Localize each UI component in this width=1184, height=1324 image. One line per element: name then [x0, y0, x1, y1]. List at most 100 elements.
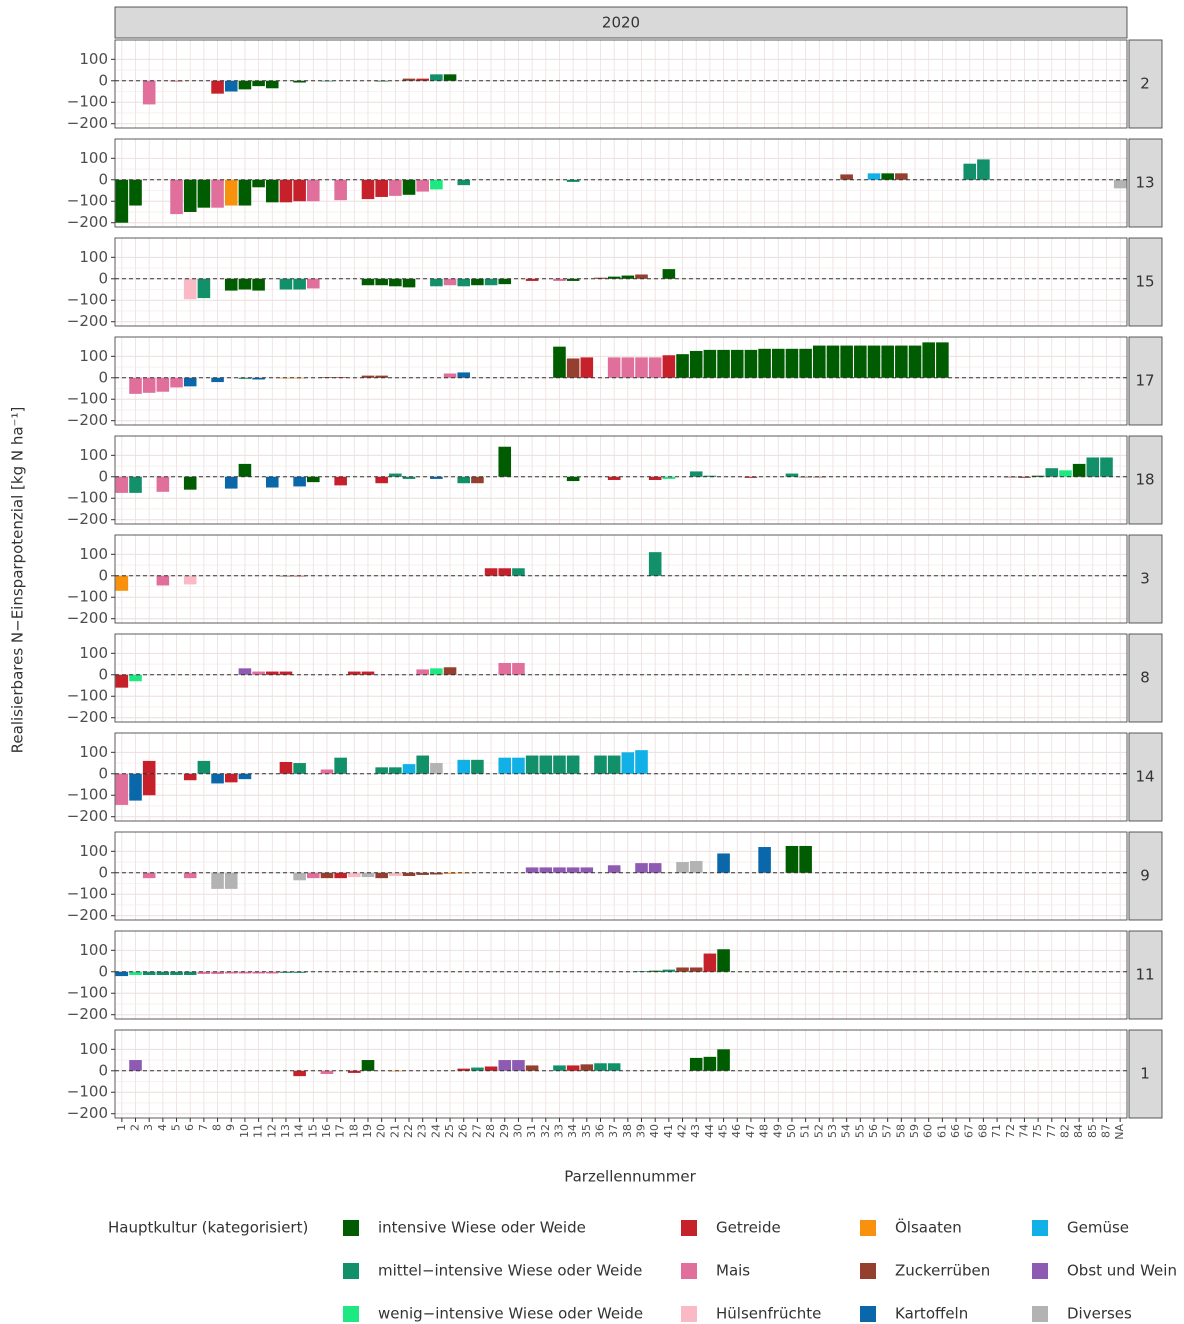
bar [389, 179, 402, 196]
bar [744, 349, 758, 378]
bar [703, 1056, 717, 1071]
bar [498, 446, 512, 477]
x-tick-label: 55 [853, 1124, 866, 1138]
panel-background [115, 40, 1127, 128]
y-tick-label: 100 [79, 941, 108, 959]
bar [279, 278, 293, 290]
facet-strip [1128, 930, 1163, 1020]
bar [279, 671, 293, 675]
bar [553, 755, 566, 774]
y-tick-label: −200 [67, 213, 108, 231]
bar [607, 865, 621, 873]
bar [867, 173, 881, 180]
legend-label: Zuckerrüben [895, 1262, 990, 1280]
bar [867, 345, 881, 378]
bar [293, 1070, 306, 1077]
bar [635, 750, 648, 774]
y-tick-label: 0 [98, 665, 108, 683]
bar [539, 755, 553, 774]
bar [498, 568, 512, 576]
bar [457, 179, 471, 186]
bar [580, 1064, 594, 1071]
x-tick-label: 84 [1072, 1124, 1085, 1138]
bar [402, 78, 416, 81]
x-tick-label: 10 [238, 1124, 251, 1138]
bar [375, 476, 388, 484]
bar [197, 760, 211, 774]
bar [170, 179, 183, 215]
y-tick-label: −100 [67, 489, 108, 507]
bar [183, 773, 197, 781]
bar [689, 860, 703, 873]
y-tick-label: −100 [67, 786, 108, 804]
bar [129, 1060, 142, 1071]
x-tick-label: 21 [388, 1124, 401, 1138]
x-tick-label: 47 [744, 1124, 757, 1138]
bar [375, 278, 388, 286]
bar [320, 769, 334, 774]
bar [922, 342, 935, 378]
bar [936, 342, 949, 378]
bar [320, 1070, 334, 1074]
x-tick-label: 13 [279, 1124, 292, 1138]
x-tick-label: 85 [1086, 1124, 1099, 1138]
y-tick-label: −200 [67, 312, 108, 330]
bar [238, 278, 252, 290]
x-tick-label: 15 [306, 1124, 319, 1138]
panel-background [115, 634, 1127, 722]
x-tick-label: 49 [771, 1124, 784, 1138]
x-tick-label: 14 [293, 1124, 306, 1138]
bar [183, 575, 197, 585]
y-tick-label: 100 [79, 248, 108, 266]
facet-label: 9 [1140, 867, 1150, 885]
facet-title: 2020 [602, 14, 640, 32]
x-tick-label: 46 [730, 1124, 743, 1138]
bar [662, 969, 676, 972]
bar [293, 80, 306, 83]
bar [156, 575, 170, 586]
bar [224, 476, 238, 489]
bar [211, 179, 224, 208]
bar [648, 970, 662, 972]
facet-strip [1128, 336, 1163, 426]
bar [279, 971, 293, 973]
bar [607, 476, 621, 480]
bar [129, 476, 142, 493]
y-tick-label: −100 [67, 291, 108, 309]
bar [813, 345, 826, 378]
x-axis-title: Parzellennummer [564, 1168, 696, 1186]
x-tick-label: 82 [1058, 1124, 1071, 1138]
facet-strip [114, 6, 1128, 39]
bar [785, 845, 799, 873]
bar [211, 971, 224, 974]
bar [183, 278, 197, 300]
x-tick-label: 77 [1045, 1124, 1058, 1138]
bar [977, 159, 990, 180]
bar [1086, 457, 1100, 477]
y-tick-label: 0 [98, 1061, 108, 1079]
bar [539, 867, 553, 873]
bar [771, 348, 785, 378]
bar [402, 179, 416, 195]
legend-swatch [681, 1306, 697, 1322]
bar [402, 764, 416, 774]
bar [471, 476, 484, 484]
bar [443, 278, 457, 286]
x-tick-label: 60 [922, 1124, 935, 1138]
bar [730, 349, 744, 378]
bar [471, 1067, 484, 1071]
bar [265, 80, 279, 89]
facet-strip [1128, 534, 1163, 624]
y-tick-label: 100 [79, 743, 108, 761]
x-tick-label: 51 [799, 1124, 812, 1138]
x-tick-label: 32 [539, 1124, 552, 1138]
bar [183, 476, 197, 490]
bar [607, 357, 621, 378]
x-tick-label: 48 [758, 1124, 771, 1138]
bar [430, 668, 443, 675]
bar [142, 971, 156, 975]
bar [142, 377, 156, 393]
x-tick-label: 42 [676, 1124, 689, 1138]
panel-background [115, 1030, 1127, 1118]
bar [758, 847, 771, 873]
